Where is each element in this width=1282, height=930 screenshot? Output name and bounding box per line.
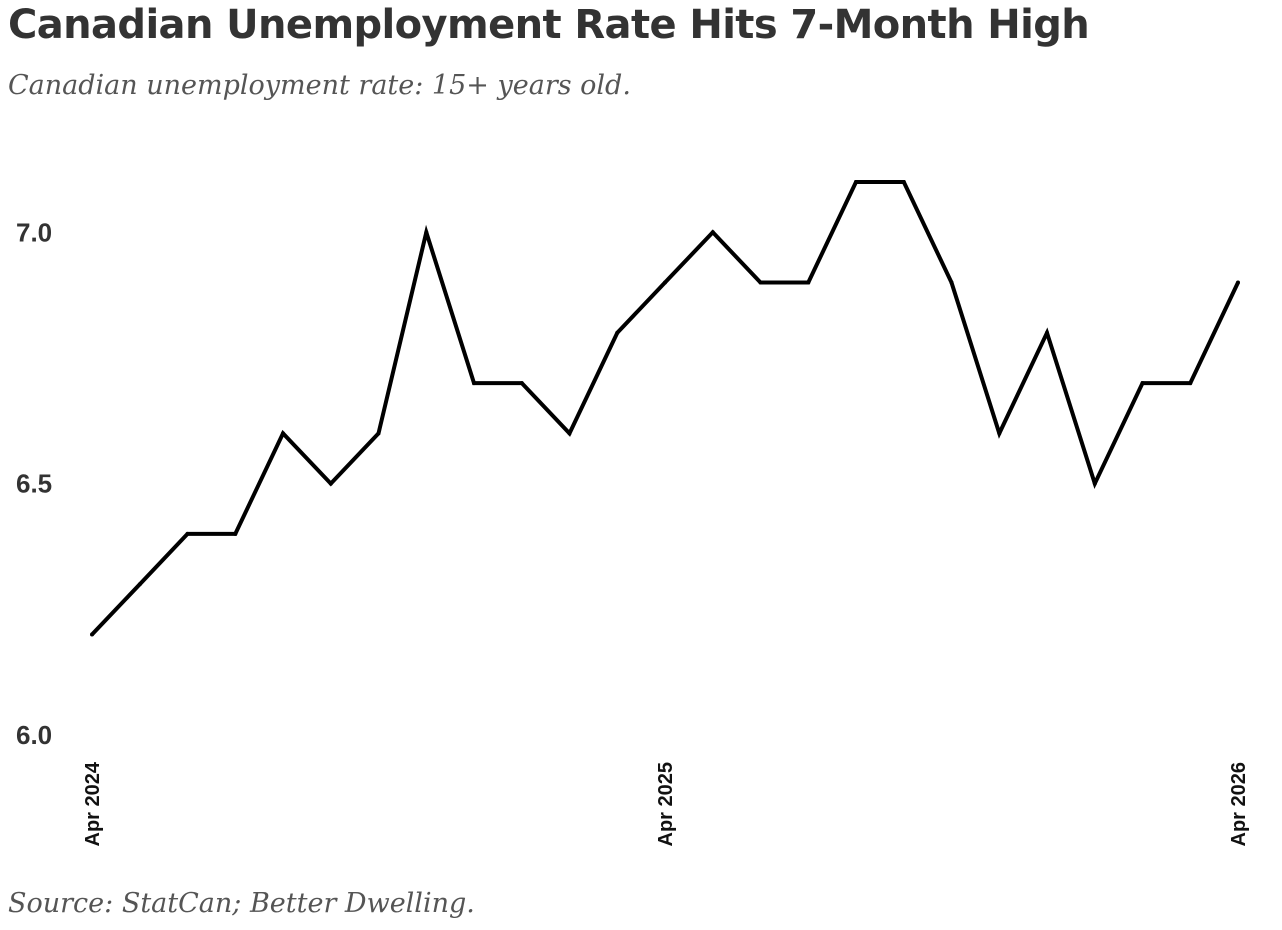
x-tick-label: Apr 2025 <box>655 762 677 847</box>
x-tick-label: Apr 2026 <box>1228 762 1250 847</box>
y-tick-label: 6.0 <box>16 720 52 750</box>
series-group <box>90 180 1240 637</box>
data-point <box>185 531 190 536</box>
data-point <box>615 330 620 335</box>
data-point <box>472 381 476 386</box>
data-point <box>758 280 763 285</box>
data-point <box>1188 381 1193 386</box>
chart-subtitle: Canadian unemployment rate: 15+ years ol… <box>8 70 631 101</box>
data-point <box>806 280 811 285</box>
data-point <box>376 431 381 436</box>
source-note: Source: StatCan; Better Dwelling. <box>8 888 475 919</box>
data-point <box>328 481 333 486</box>
data-point <box>137 582 142 587</box>
data-point <box>233 531 238 536</box>
data-point <box>1045 330 1049 335</box>
y-axis-ticks: 6.0 6.5 7.0 <box>16 217 52 750</box>
series-line <box>90 180 1240 636</box>
data-point <box>1092 481 1097 486</box>
data-point <box>901 180 906 184</box>
data-point <box>663 280 667 285</box>
data-point <box>424 230 429 235</box>
data-point <box>281 431 285 436</box>
y-tick-label: 7.0 <box>16 217 52 247</box>
data-point <box>710 230 715 235</box>
chart-title: Canadian Unemployment Rate Hits 7-Month … <box>8 2 1090 48</box>
data-point <box>1236 280 1240 285</box>
data-point <box>519 381 524 386</box>
x-axis-ticks: Apr 2024 Apr 2025 Apr 2026 <box>82 761 1250 846</box>
data-point <box>949 280 954 285</box>
x-tick-label: Apr 2024 <box>82 761 104 846</box>
data-point <box>567 431 572 436</box>
data-point <box>1140 381 1145 386</box>
data-point <box>854 180 858 184</box>
data-point <box>90 632 94 637</box>
y-tick-label: 6.5 <box>16 469 52 499</box>
data-point <box>997 431 1002 436</box>
